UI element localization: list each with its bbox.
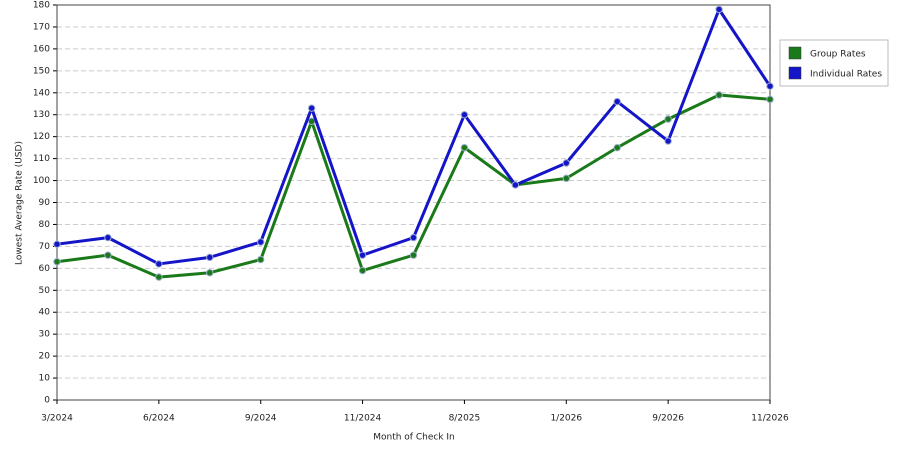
y-tick-label: 30: [39, 330, 51, 340]
x-tick-label: 9/2024: [245, 414, 277, 424]
y-tick-label: 70: [39, 242, 51, 252]
point: [155, 260, 163, 268]
point: [715, 91, 723, 99]
y-tick-label: 110: [33, 154, 50, 164]
x-tick-label: 11/2026: [751, 414, 789, 424]
y-tick-label: 150: [33, 66, 50, 76]
point: [206, 269, 214, 277]
x-tick-label: 9/2026: [652, 414, 684, 424]
y-tick-label: 170: [33, 22, 50, 32]
y-tick-label: 10: [39, 374, 51, 384]
point: [307, 104, 316, 112]
series-line: [56, 93, 771, 279]
x-tick-label: 1/2026: [550, 414, 582, 424]
y-tick-label: 60: [39, 264, 51, 274]
y-tick-label: 0: [44, 396, 50, 406]
point: [460, 143, 469, 152]
y-tick-label: 90: [39, 198, 51, 208]
point: [664, 137, 672, 145]
point: [104, 251, 112, 259]
y-axis-label: Lowest Average Rate (USD): [15, 141, 25, 265]
point: [766, 82, 774, 90]
plot-frame: [56, 4, 771, 401]
point: [511, 181, 520, 189]
point: [613, 143, 621, 152]
point: [155, 273, 163, 281]
y-tick-label: 120: [33, 132, 50, 142]
point: [257, 255, 265, 264]
point: [53, 240, 61, 248]
point: [53, 258, 61, 266]
legend-swatch: [788, 46, 802, 60]
y-tick-label: 40: [39, 308, 51, 318]
point: [664, 115, 672, 123]
point: [562, 159, 570, 167]
point: [460, 111, 469, 119]
point: [409, 251, 418, 259]
point: [206, 253, 214, 262]
point: [104, 233, 112, 242]
x-tick-label: 8/2025: [449, 414, 481, 424]
legend-label: Individual Rates: [810, 70, 882, 80]
x-tick-label: 3/2024: [41, 414, 73, 424]
point: [715, 5, 723, 14]
y-tick-label: 80: [39, 220, 51, 230]
point: [613, 97, 621, 106]
y-tick-label: 100: [33, 176, 50, 186]
point: [766, 95, 774, 104]
y-tick-label: 130: [33, 110, 50, 120]
x-tick-label: 6/2024: [143, 414, 175, 424]
x-tick-label: 11/2024: [344, 414, 382, 424]
y-tick-label: 20: [39, 352, 51, 362]
y-tick-label: 140: [33, 88, 50, 98]
point: [409, 233, 418, 242]
point: [358, 251, 367, 259]
point: [257, 238, 265, 246]
point: [562, 174, 570, 183]
point: [358, 266, 367, 275]
y-tick-label: 50: [39, 286, 51, 296]
legend-label: Group Rates: [810, 50, 866, 60]
y-tick-label: 180: [33, 1, 50, 11]
legend-swatch: [788, 66, 802, 80]
y-tick-label: 160: [33, 44, 50, 54]
x-axis-label: Month of Check In: [373, 433, 455, 443]
